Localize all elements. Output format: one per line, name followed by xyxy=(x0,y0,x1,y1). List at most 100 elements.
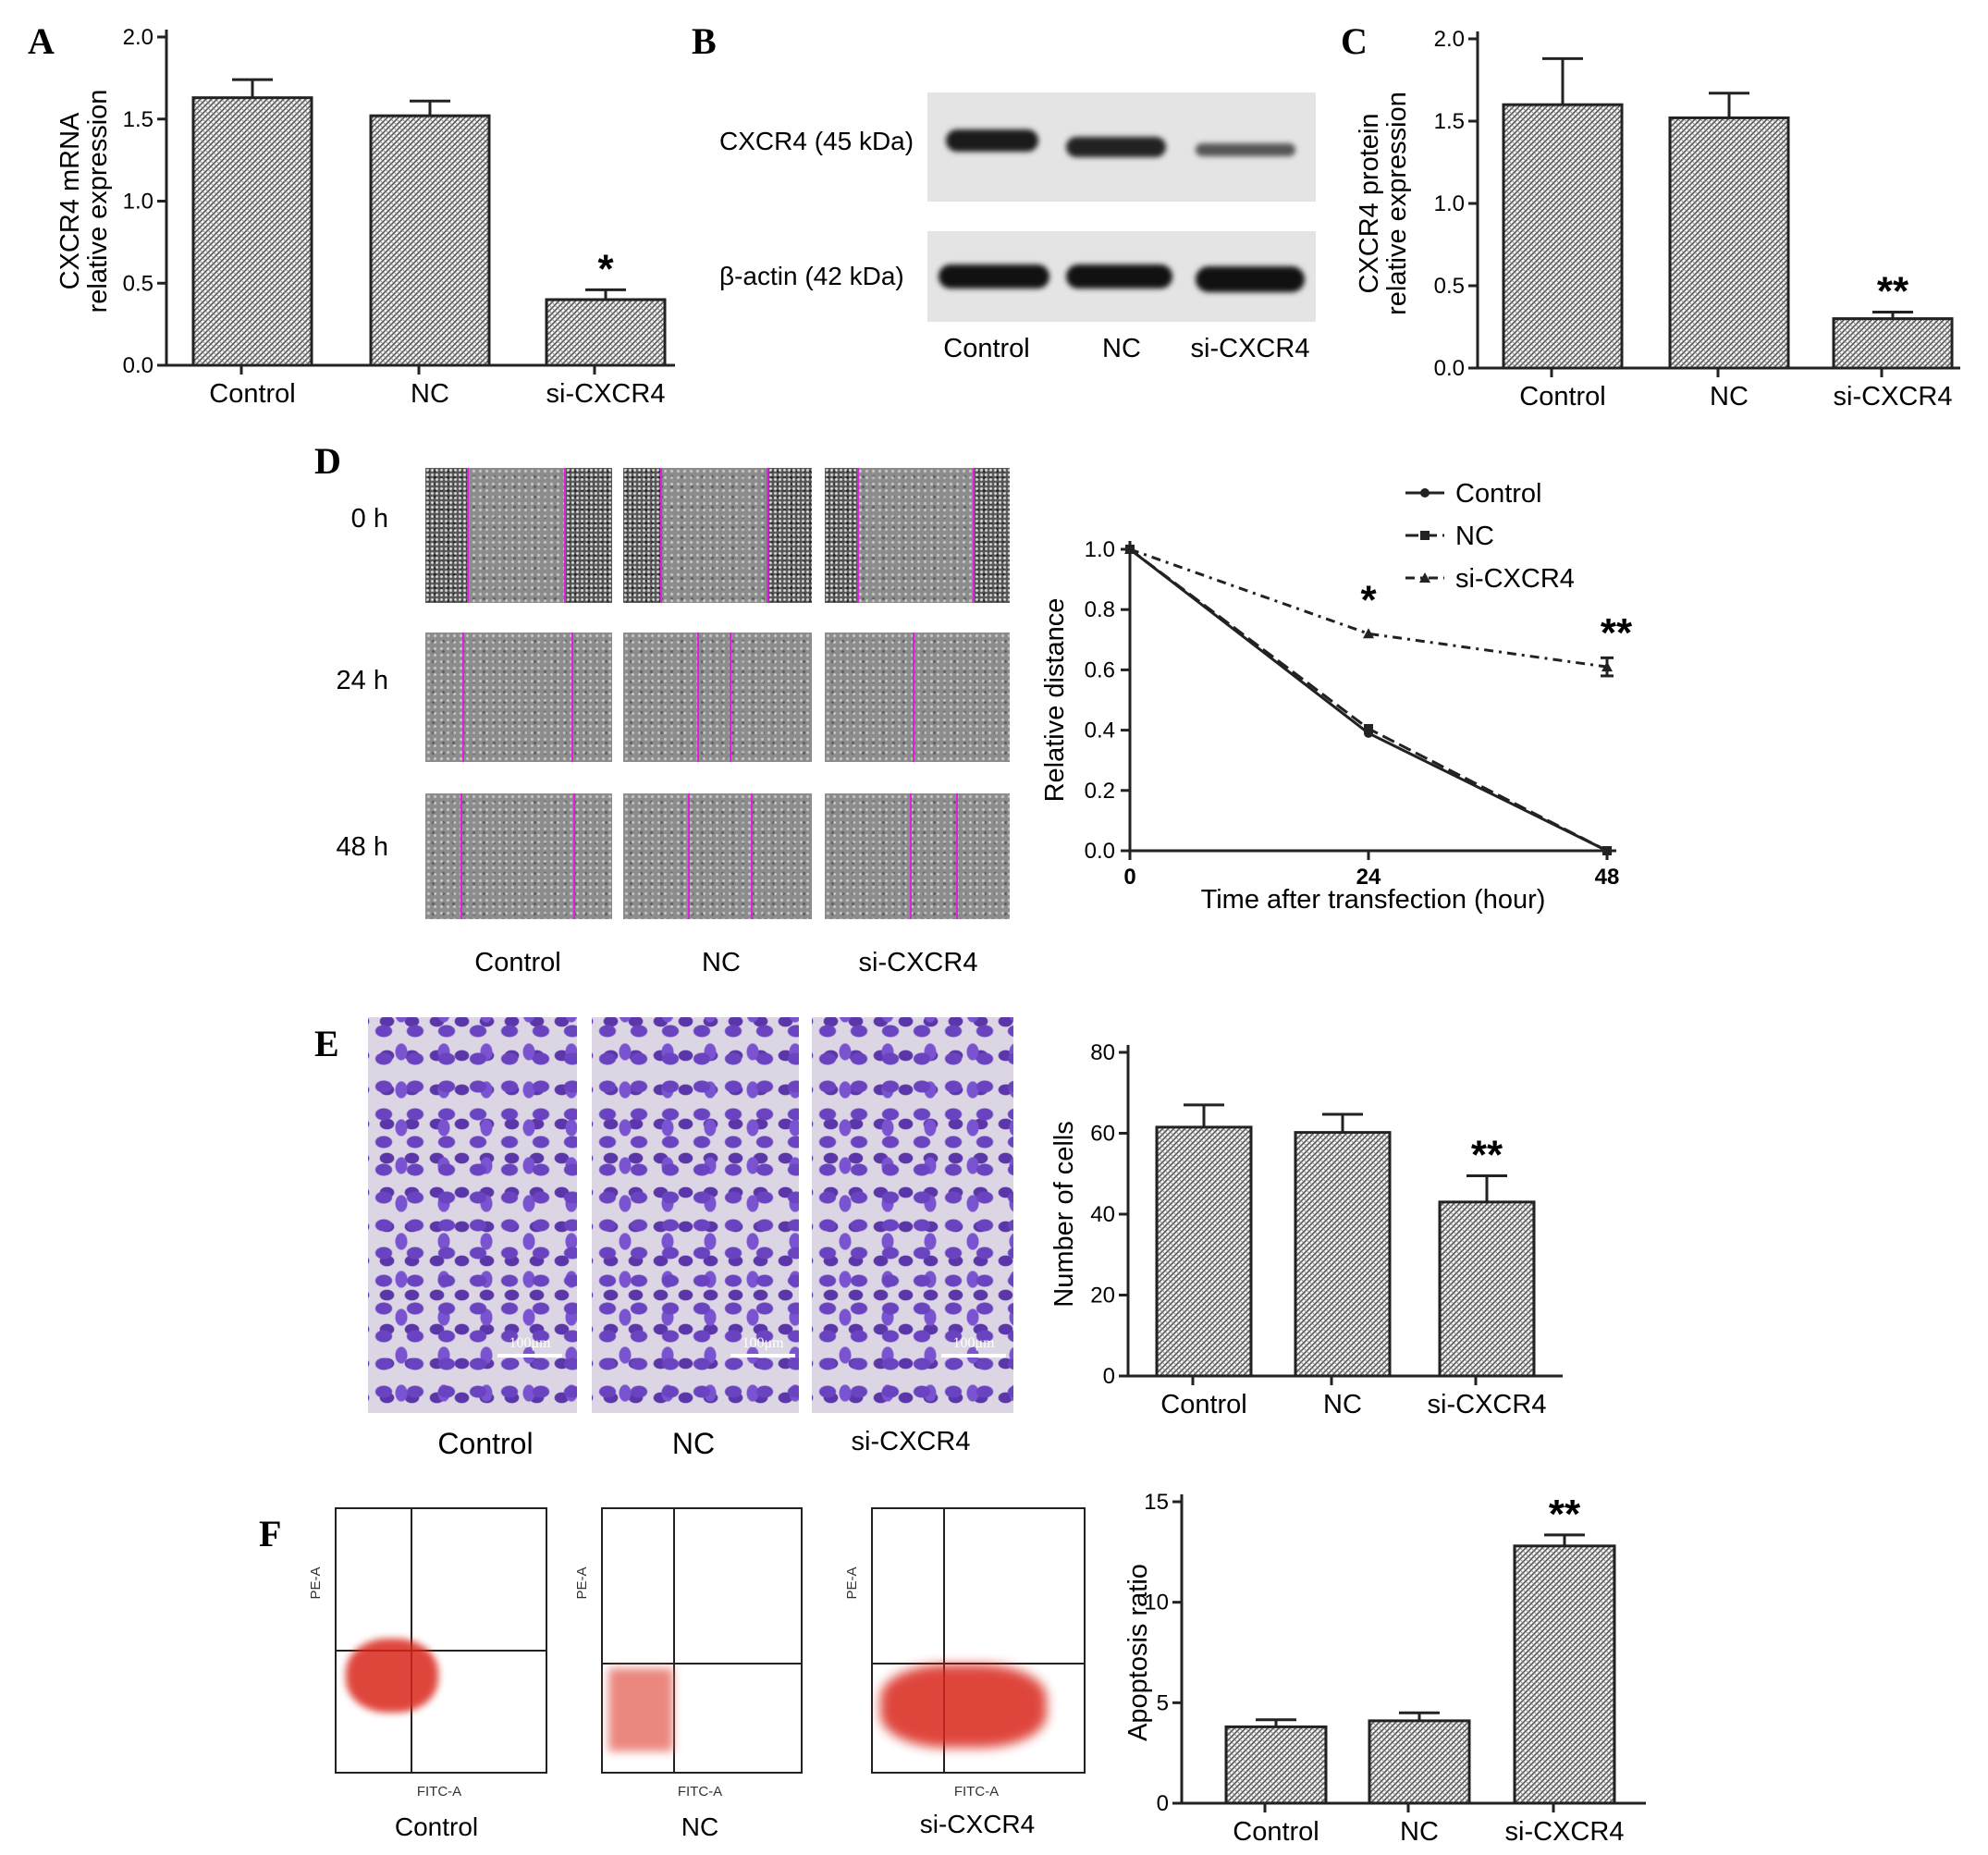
wound-image xyxy=(425,468,612,603)
x-tick-label-F: si-CXCR4 xyxy=(1505,1817,1625,1847)
scale-bar xyxy=(497,1354,562,1357)
band-cxcr4-control xyxy=(946,129,1038,152)
y-tick-label-D: 1.0 xyxy=(1085,537,1115,562)
bar-F xyxy=(1513,1544,1616,1805)
y-tick-label-E: 0 xyxy=(1103,1364,1115,1389)
bar-E xyxy=(1438,1200,1536,1378)
wound-edge-line xyxy=(462,633,464,762)
legend-marker-NC xyxy=(1420,531,1430,540)
flow-y-axis-label: PE-A xyxy=(574,1566,590,1599)
band-actin-control xyxy=(939,264,1049,289)
blot-label-actin: β-actin (42 kDa) xyxy=(719,262,904,290)
y-axis-label-C: relative expression xyxy=(1382,92,1412,315)
y-tick-label-E: 60 xyxy=(1090,1122,1115,1147)
wound-edge-line xyxy=(973,468,975,603)
wound-edge-line xyxy=(564,468,566,603)
y-tick-label-A: 2.0 xyxy=(123,25,153,50)
y-axis-label-F: Apoptosis ratio xyxy=(1123,1564,1153,1741)
flow-y-axis-label: PE-A xyxy=(308,1566,324,1599)
cell-front xyxy=(623,468,660,603)
wound-image xyxy=(623,793,812,919)
wound-edge-line xyxy=(730,633,731,762)
wound-row-48h: 48 h xyxy=(337,832,388,862)
flow-plot-control xyxy=(335,1507,547,1774)
series-line-si-CXCR4 xyxy=(1129,547,1608,669)
wound-edge-line xyxy=(571,633,573,762)
y-axis-label-D: Relative distance xyxy=(1040,598,1070,803)
y-tick-label-E: 80 xyxy=(1090,1040,1115,1065)
bar-F xyxy=(1368,1719,1471,1805)
bar-E xyxy=(1294,1131,1392,1378)
y-tick-label-C: 0.5 xyxy=(1434,274,1465,299)
wound-edge-line xyxy=(956,793,958,919)
y-tick-label-E: 40 xyxy=(1090,1202,1115,1227)
scale-bar-label: 100μm xyxy=(509,1335,551,1351)
x-tick-label-A: si-CXCR4 xyxy=(546,379,666,409)
bar-F xyxy=(1224,1725,1328,1805)
blot-lane-control: Control xyxy=(943,334,1030,363)
quadrant-divider xyxy=(873,1509,945,1772)
x-tick-label-C: si-CXCR4 xyxy=(1834,382,1953,412)
y-tick-label-D: 0.0 xyxy=(1085,839,1115,864)
legend-marker-Control xyxy=(1420,488,1430,498)
significance-D: ** xyxy=(1601,610,1633,656)
bar-A xyxy=(191,96,313,367)
bar-C xyxy=(1502,103,1624,370)
legend-label-Control: Control xyxy=(1455,479,1542,509)
cell-front xyxy=(975,468,1010,603)
wound-image xyxy=(623,468,812,603)
y-tick-label-D: 0.8 xyxy=(1085,597,1115,622)
wound-image xyxy=(425,793,612,919)
band-cxcr4-nc xyxy=(1066,137,1166,157)
wound-edge-line xyxy=(688,793,690,919)
wound-col-nc: NC xyxy=(702,948,741,977)
wound-edge-line xyxy=(913,633,914,762)
point-NC xyxy=(1602,846,1612,855)
flow-label-control: Control xyxy=(395,1812,478,1841)
blot-lane-si-cxcr4: si-CXCR4 xyxy=(1191,334,1310,363)
wound-image xyxy=(425,633,612,762)
cell-front xyxy=(768,468,812,603)
x-tick-label-E: Control xyxy=(1160,1390,1247,1419)
x-tick-label-A: Control xyxy=(209,379,296,409)
bar-A xyxy=(369,114,491,367)
scale-bar xyxy=(941,1354,1006,1357)
legend-marker-si-CXCR4 xyxy=(1419,572,1430,583)
stain-image-nc: 100μm xyxy=(592,1017,799,1413)
wound-image xyxy=(825,633,1010,762)
y-tick-label-F: 0 xyxy=(1157,1791,1169,1816)
legend-label-NC: NC xyxy=(1455,522,1494,551)
stain-image-control: 100μm xyxy=(368,1017,577,1413)
flow-x-axis-label: FITC-A xyxy=(954,1784,999,1800)
y-tick-label-F: 15 xyxy=(1144,1490,1169,1515)
y-tick-label-A: 0.0 xyxy=(123,353,153,378)
y-tick-label-D: 0.4 xyxy=(1085,719,1115,743)
flow-label-nc: NC xyxy=(681,1812,718,1841)
quadrant-divider xyxy=(603,1663,801,1665)
bar-E xyxy=(1155,1125,1253,1378)
x-tick-label-D: 48 xyxy=(1595,865,1620,890)
legend-label-si-CXCR4: si-CXCR4 xyxy=(1455,564,1575,594)
point-si-CXCR4 xyxy=(1363,628,1374,639)
wound-edge-line xyxy=(660,468,662,603)
flow-x-axis-label: FITC-A xyxy=(678,1784,722,1800)
significance-A: * xyxy=(597,246,614,291)
stain-image-si-cxcr4: 100μm xyxy=(812,1017,1013,1413)
y-tick-label-D: 0.6 xyxy=(1085,657,1115,682)
x-tick-label-F: Control xyxy=(1233,1817,1319,1847)
significance-E: ** xyxy=(1471,1132,1503,1177)
wound-edge-line xyxy=(857,468,859,603)
band-cxcr4-si xyxy=(1196,143,1295,156)
wound-edge-line xyxy=(767,468,768,603)
wound-edge-line xyxy=(467,468,469,603)
y-axis-label-E: Number of cells xyxy=(1049,1121,1079,1307)
significance-C: ** xyxy=(1877,268,1909,313)
stain-label-control: Control xyxy=(437,1427,533,1460)
x-tick-label-E: NC xyxy=(1323,1390,1362,1419)
y-tick-label-F: 10 xyxy=(1144,1591,1169,1615)
flow-plot-nc xyxy=(601,1507,803,1774)
quadrant-divider xyxy=(603,1509,675,1772)
flow-x-axis-label: FITC-A xyxy=(417,1784,461,1800)
x-tick-label-D: 0 xyxy=(1123,865,1135,890)
